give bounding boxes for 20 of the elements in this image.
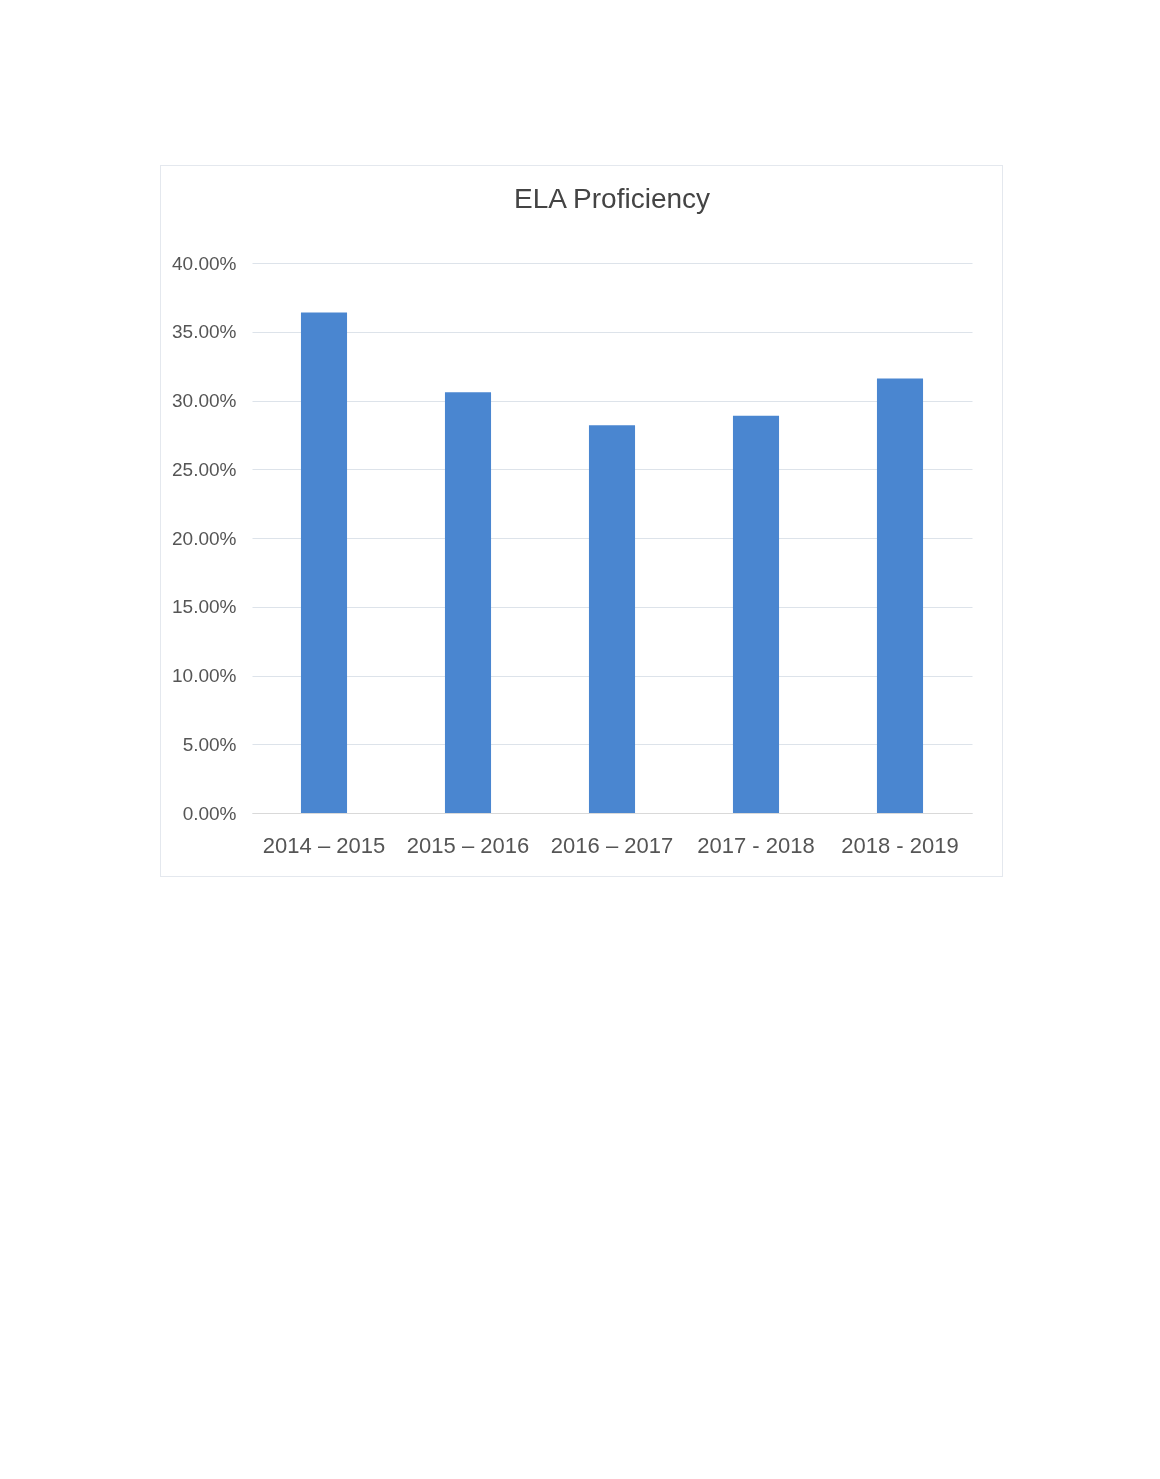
y-tick-label: 35.00% xyxy=(172,321,237,343)
y-tick-label: 5.00% xyxy=(182,733,237,755)
y-tick-label: 25.00% xyxy=(172,458,237,480)
chart-title: ELA Proficiency xyxy=(513,183,711,214)
bar xyxy=(300,312,348,813)
x-tick-label: 2015 – 2016 xyxy=(406,832,530,858)
y-tick-label: 10.00% xyxy=(172,665,237,686)
y-tick-label: 30.00% xyxy=(172,390,237,411)
y-tick-label: 40.00% xyxy=(172,252,237,274)
y-tick-label: 20.00% xyxy=(172,527,237,549)
y-tick-label: 0.00% xyxy=(182,802,237,824)
bar xyxy=(876,378,924,813)
x-tick-label: 2018 - 2019 xyxy=(841,832,959,858)
x-tick-label: 2014 – 2015 xyxy=(262,832,386,858)
bar xyxy=(444,392,492,813)
y-tick-label: 15.00% xyxy=(172,596,237,618)
x-tick-label: 2017 - 2018 xyxy=(697,832,815,858)
x-tick-label: 2016 – 2017 xyxy=(550,832,674,858)
bar xyxy=(732,415,780,813)
bar xyxy=(588,425,636,813)
